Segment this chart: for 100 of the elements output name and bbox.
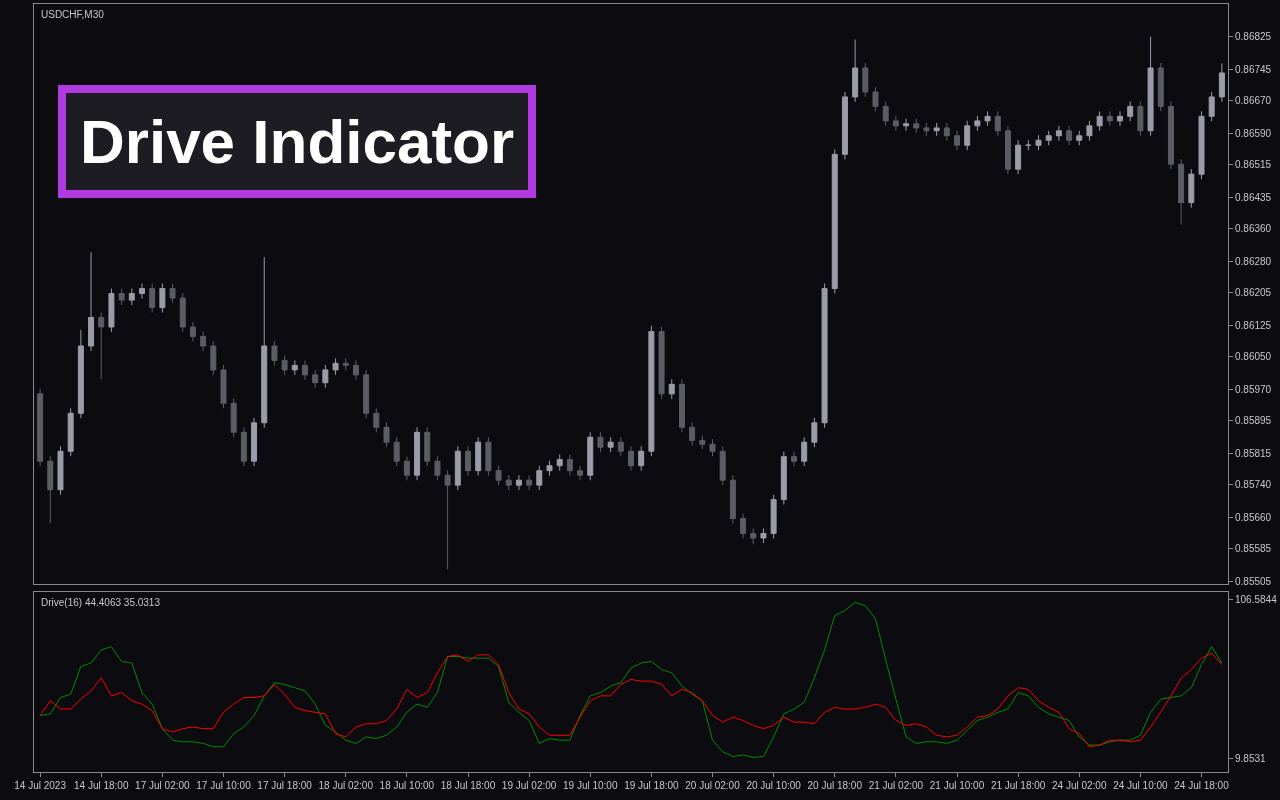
candlestick (791, 451, 797, 467)
candlestick (210, 340, 217, 376)
candlestick (556, 454, 563, 472)
text: Drive(16) 44.4063 35.0313 (41, 597, 161, 608)
candlestick (760, 528, 767, 544)
candlestick (872, 86, 879, 112)
candlestick (913, 118, 920, 134)
candlestick (424, 426, 431, 467)
candlestick (118, 288, 125, 306)
candlestick (240, 426, 247, 467)
candlestick (261, 256, 268, 429)
candlestick (200, 331, 207, 352)
candlestick (638, 445, 645, 472)
x-tick-label: 17 Jul 02:00 (135, 780, 191, 791)
candlestick (1066, 125, 1073, 146)
candlestick (740, 513, 747, 539)
candlestick (923, 122, 930, 137)
candlestick (1086, 120, 1093, 142)
candlestick (1157, 62, 1164, 112)
candlestick (57, 445, 64, 496)
candlestick (841, 91, 848, 160)
candlestick (352, 359, 359, 381)
x-tick-label: 14 Jul 18:00 (73, 780, 129, 791)
y-tick-label: 0.86745 (1235, 64, 1272, 76)
candlestick (821, 283, 828, 429)
candlestick (47, 455, 54, 524)
y-tick-label: 0.86670 (1235, 95, 1272, 107)
y-tick-label: 0.86515 (1235, 159, 1272, 171)
candlestick (312, 369, 319, 389)
candlestick (291, 359, 298, 376)
candlestick (780, 451, 787, 506)
candlestick (1117, 110, 1124, 127)
candlestick (414, 426, 421, 481)
y-tick-label: 0.85505 (1235, 576, 1272, 588)
candlestick (801, 436, 808, 467)
candlestick (577, 465, 584, 481)
candlestick (444, 469, 451, 570)
candlestick (648, 325, 655, 457)
x-tick-label: 21 Jul 02:00 (868, 780, 924, 791)
candlestick (495, 465, 502, 486)
candlestick (607, 436, 614, 453)
candlestick (587, 431, 594, 481)
candlestick (689, 421, 696, 446)
candlestick (1004, 125, 1011, 175)
candlestick (332, 357, 339, 376)
text: USDCHF,M30 (41, 9, 105, 20)
candlestick (485, 436, 492, 477)
candlestick (984, 110, 991, 127)
candlestick (729, 474, 736, 525)
candlestick (373, 407, 380, 433)
y-tick-label: 0.86205 (1235, 287, 1272, 299)
candlestick (1015, 139, 1022, 175)
x-tick-label: 21 Jul 10:00 (929, 780, 985, 791)
candlestick (230, 397, 237, 438)
candlestick (98, 312, 105, 380)
candlestick (465, 445, 471, 477)
candlestick (1188, 168, 1195, 209)
candlestick (383, 421, 390, 448)
candlestick (1147, 36, 1154, 137)
candlestick (709, 438, 716, 457)
candlestick (943, 122, 950, 142)
candlestick (882, 100, 889, 127)
candlestick (678, 378, 685, 433)
candlestick (302, 359, 308, 381)
candlestick (1127, 100, 1134, 122)
x-tick-label: 21 Jul 18:00 (990, 780, 1046, 791)
y-tick-label: 0.86050 (1235, 351, 1272, 363)
candlestick (1055, 125, 1062, 142)
candlestick (658, 326, 665, 400)
x-tick-label: 24 Jul 18:00 (1174, 780, 1230, 791)
x-tick-label: 24 Jul 02:00 (1052, 780, 1107, 791)
candlestick (434, 455, 441, 481)
candlestick (515, 474, 522, 491)
candlestick (149, 283, 156, 313)
line-series (39, 652, 1223, 748)
x-tick-label: 20 Jul 10:00 (746, 780, 802, 791)
candlestick (1208, 91, 1215, 122)
candlestick (770, 494, 777, 539)
candlestick (281, 354, 288, 376)
annotation: Drive Indicator (80, 107, 515, 176)
candlestick (403, 455, 410, 481)
candlestick (668, 378, 675, 400)
x-tick-label: 24 Jul 10:00 (1113, 780, 1169, 791)
y-tick-label: 0.85660 (1235, 512, 1272, 524)
candlestick (505, 474, 512, 491)
y-tick-label: 0.86435 (1235, 192, 1272, 204)
candlestick (251, 417, 258, 467)
candlestick (892, 115, 899, 132)
candlestick (1035, 134, 1042, 151)
x-tick-label: 20 Jul 18:00 (807, 780, 863, 791)
y-tick-label: 0.85740 (1235, 479, 1272, 491)
y-tick-label: 0.85815 (1235, 448, 1272, 460)
candlestick (974, 115, 981, 132)
candlestick (454, 445, 461, 491)
x-tick-label: 20 Jul 02:00 (685, 780, 741, 791)
x-tick-label: 18 Jul 02:00 (318, 780, 374, 791)
candlestick (179, 292, 186, 333)
candlestick (831, 148, 838, 295)
y-tick-label: 0.85585 (1235, 543, 1272, 555)
candlestick (1096, 110, 1103, 132)
